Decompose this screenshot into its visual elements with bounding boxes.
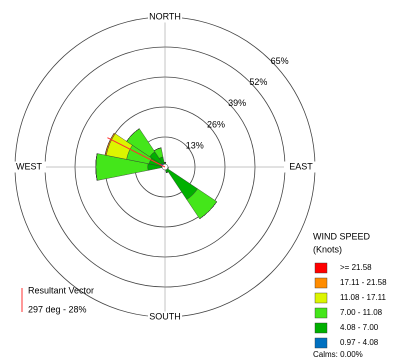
legend-label: 11.08 - 17.11 xyxy=(340,293,387,302)
petal-segment xyxy=(153,147,162,151)
legend-label: 4.08 - 7.00 xyxy=(340,323,379,332)
petal-segment xyxy=(104,132,115,156)
legend-swatch xyxy=(314,307,328,319)
compass-bg xyxy=(284,161,318,173)
legend-label: 7.00 - 11.08 xyxy=(340,308,383,317)
legend-swatch xyxy=(314,277,328,289)
labels: 13% 26% 39% 52% 65% NORTH EAST SOUTH WEST xyxy=(12,11,318,323)
legend-title: WIND SPEED xyxy=(313,231,371,241)
ring-label: 39% xyxy=(228,98,246,108)
compass-bg xyxy=(148,311,182,323)
legend-swatch xyxy=(314,322,328,334)
calms: Calms: 0.00% xyxy=(313,350,363,359)
compass-label: EAST xyxy=(289,161,313,171)
legend-swatch xyxy=(314,262,328,274)
ring-label: 52% xyxy=(249,77,267,87)
petal-segment xyxy=(166,171,169,173)
legend-label: 17.11 - 21.58 xyxy=(340,278,387,287)
legend-swatch xyxy=(314,292,328,304)
petal-segment xyxy=(95,153,98,181)
ring-label: 65% xyxy=(271,56,289,66)
compass-label: SOUTH xyxy=(149,311,181,321)
resultant-text: 297 deg - 28% xyxy=(28,304,87,314)
legend-label: >= 21.58 xyxy=(340,263,372,272)
petals xyxy=(95,128,218,220)
resultant-label: Resultant Vector xyxy=(28,285,94,295)
legend-label: 0.97 - 4.08 xyxy=(340,338,379,347)
compass-bg xyxy=(148,11,182,23)
compass-bg xyxy=(12,161,46,173)
ring-label: 13% xyxy=(186,141,204,151)
compass-label: NORTH xyxy=(149,11,181,21)
legend-swatch xyxy=(314,337,328,349)
compass-label: WEST xyxy=(16,161,43,171)
resultant-vector xyxy=(107,137,166,168)
legend-title: (Knots) xyxy=(313,244,342,254)
ring-label: 26% xyxy=(207,119,225,129)
